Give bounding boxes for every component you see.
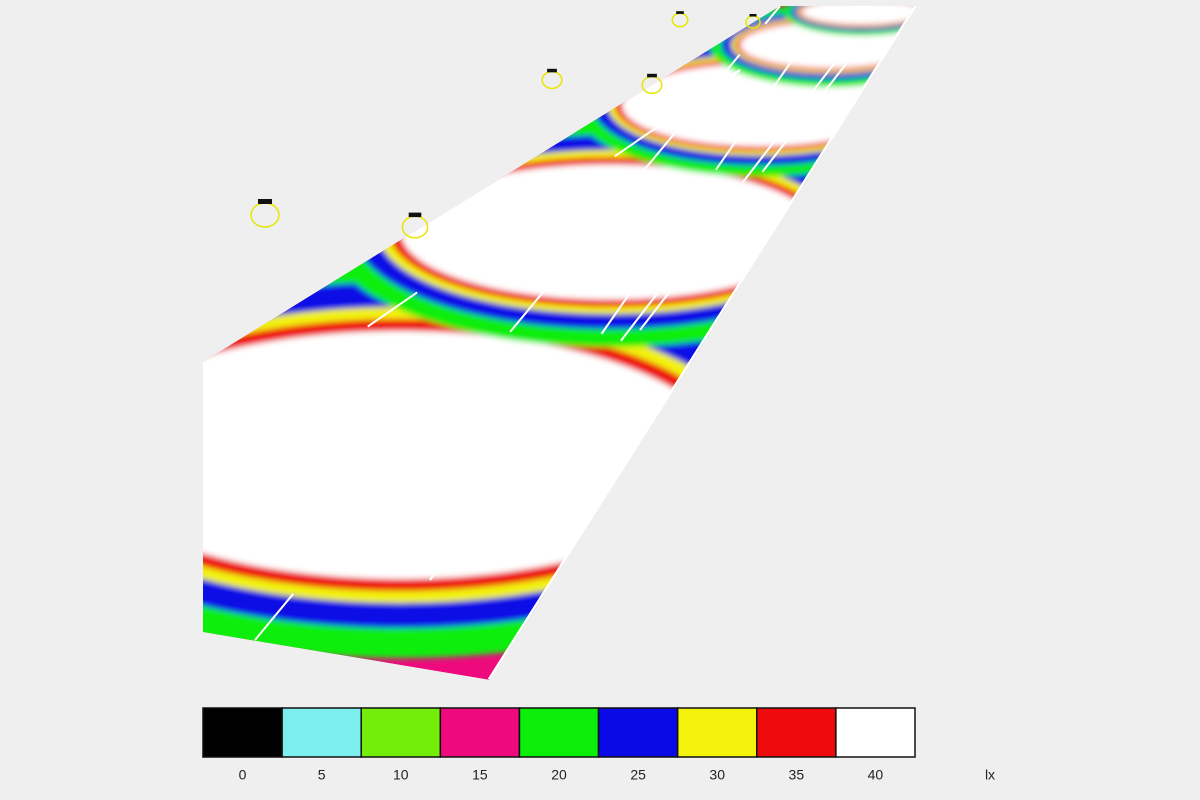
legend-swatch bbox=[439, 707, 521, 758]
lane-line bbox=[429, 6, 831, 581]
legend-swatch bbox=[756, 707, 837, 758]
band bbox=[203, 377, 650, 533]
legend-label: 35 bbox=[789, 767, 805, 783]
illuminance-road bbox=[203, 6, 917, 680]
lane-line bbox=[639, 19, 881, 331]
bands bbox=[203, 6, 917, 658]
legend-swatch bbox=[676, 707, 758, 758]
legend-swatch bbox=[518, 707, 600, 758]
luminaire-head bbox=[676, 11, 684, 14]
legend-label: 25 bbox=[630, 767, 646, 783]
band bbox=[445, 192, 775, 272]
band bbox=[650, 81, 870, 129]
unit-label: lx bbox=[985, 767, 995, 783]
band bbox=[812, 6, 912, 18]
color-legend: lx 0 5 10 15 20 25 30 35 40 bbox=[202, 707, 995, 783]
luminaire-head bbox=[258, 199, 272, 204]
legend-swatch bbox=[597, 707, 679, 758]
legend-swatch bbox=[835, 707, 916, 758]
legend-label: 10 bbox=[393, 767, 409, 783]
luminaire-head bbox=[647, 73, 657, 78]
legend-label: 15 bbox=[472, 767, 488, 783]
luminaire-head bbox=[408, 212, 422, 218]
legend-swatch bbox=[360, 707, 442, 758]
band bbox=[758, 33, 902, 57]
legend-label: 0 bbox=[239, 767, 247, 783]
luminaire-head bbox=[749, 14, 757, 17]
lane-line bbox=[203, 69, 741, 441]
legend-label: 20 bbox=[551, 767, 567, 783]
legend-swatch bbox=[202, 707, 283, 758]
lane-line bbox=[559, 29, 861, 421]
lane-line bbox=[254, 6, 781, 641]
luminaire-head bbox=[547, 68, 557, 73]
legend-label: 30 bbox=[709, 767, 725, 783]
legend-label: 40 bbox=[868, 767, 884, 783]
luminaires bbox=[250, 11, 761, 239]
legend-label: 5 bbox=[318, 767, 326, 783]
legend-swatch bbox=[281, 707, 362, 758]
